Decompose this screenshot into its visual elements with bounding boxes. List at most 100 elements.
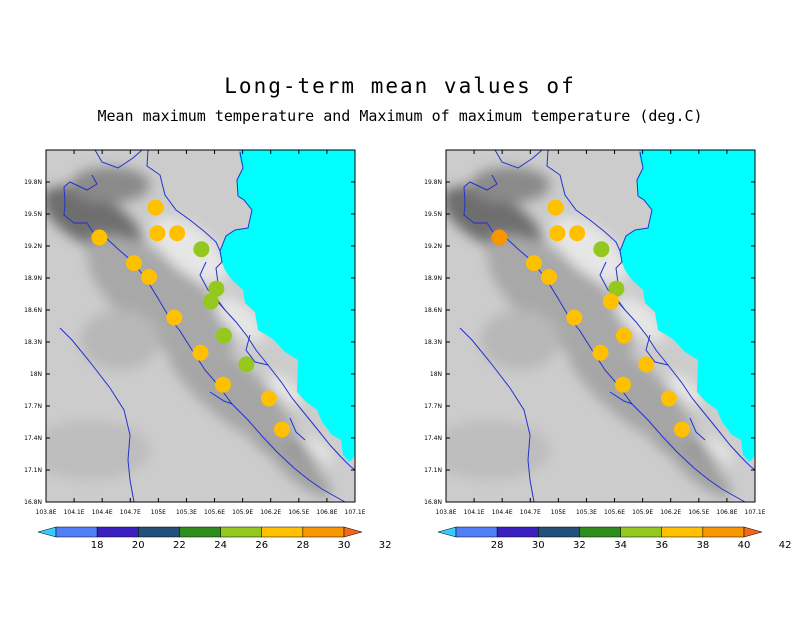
colorbar-label: 34 bbox=[614, 540, 627, 551]
terrain-relief-patch bbox=[668, 442, 732, 498]
lat-tick-label: 18.6N bbox=[424, 307, 442, 314]
colorbar-bin bbox=[579, 526, 621, 538]
figure-title-line1: Long-term mean values of bbox=[224, 74, 576, 98]
colorbar-bin bbox=[302, 526, 345, 538]
station-marker bbox=[202, 293, 219, 310]
coastal-lowland-patch bbox=[705, 437, 735, 463]
lat-tick-label: 17.1N bbox=[424, 467, 442, 474]
province-boundary bbox=[199, 261, 226, 311]
station-marker bbox=[260, 390, 277, 407]
lat-tick-label: 18.3N bbox=[24, 339, 42, 346]
colorbar: 18 20 22 24 26 28 30 32 bbox=[37, 526, 392, 551]
lon-tick-label: 105.6E bbox=[604, 509, 625, 516]
station-marker bbox=[566, 309, 583, 326]
colorbar-label: 38 bbox=[696, 540, 709, 551]
station-marker bbox=[149, 225, 166, 242]
lat-tick-label: 18N bbox=[30, 371, 42, 378]
figure-title-line2: Mean maximum temperature and Maximum of … bbox=[97, 107, 703, 125]
lat-tick-label: 18.9N bbox=[24, 275, 42, 282]
station-marker bbox=[169, 225, 186, 242]
province-boundary bbox=[645, 334, 669, 366]
lat-tick-label: 17.1N bbox=[24, 467, 42, 474]
station-marker bbox=[238, 356, 255, 373]
colorbar-bin bbox=[220, 526, 262, 538]
coastal-lowland-patch bbox=[615, 297, 665, 343]
station-marker bbox=[541, 268, 557, 285]
lon-tick-label: 105.3E bbox=[176, 509, 197, 516]
lat-tick-label: 17.4N bbox=[24, 435, 42, 442]
colorbar-bin bbox=[455, 526, 498, 538]
province-boundary bbox=[689, 417, 706, 441]
lat-tick-label: 18N bbox=[430, 371, 442, 378]
province-boundary bbox=[94, 150, 143, 169]
colorbar-bin bbox=[96, 526, 139, 538]
colorbar-bin bbox=[496, 526, 539, 538]
terrain-relief-patch bbox=[86, 235, 234, 365]
lat-tick-label: 19.8N bbox=[424, 179, 442, 186]
station-marker bbox=[569, 225, 586, 242]
lon-tick-label: 103.8E bbox=[36, 509, 57, 516]
province-boundary bbox=[609, 391, 633, 405]
station-marker bbox=[615, 376, 631, 393]
plot-frame bbox=[445, 149, 756, 503]
lon-tick-label: 106.8E bbox=[316, 509, 337, 516]
station-marker bbox=[274, 421, 290, 438]
lon-tick-label: 104.4E bbox=[92, 509, 113, 516]
lon-tick-label: 104.7E bbox=[520, 509, 541, 516]
terrain-relief-patch bbox=[268, 442, 332, 498]
station-marker bbox=[602, 293, 619, 310]
station-marker bbox=[549, 225, 566, 242]
map-panel-max-of-max: 16.8N 17.1N 17.4N 17.7N 18N 18.3N 18.6N 18.9N 19… bbox=[424, 149, 792, 551]
sea-area bbox=[620, 150, 755, 462]
station-marker bbox=[147, 199, 164, 216]
colorbar-label: 24 bbox=[214, 540, 227, 551]
plot-frame bbox=[45, 149, 356, 503]
station-marker bbox=[547, 199, 564, 216]
station-marker bbox=[193, 241, 210, 258]
province-boundary bbox=[146, 150, 221, 252]
lat-tick-label: 19.2N bbox=[424, 243, 442, 250]
province-boundary bbox=[599, 261, 626, 311]
colorbar-label: 32 bbox=[379, 540, 392, 551]
lon-tick-label: 105.9E bbox=[232, 509, 253, 516]
terrain-relief bbox=[446, 167, 735, 498]
lat-tick-label: 17.4N bbox=[424, 435, 442, 442]
colorbar-low-arrow bbox=[437, 526, 457, 538]
lon-tick-label: 104.7E bbox=[120, 509, 141, 516]
station-marker bbox=[593, 241, 610, 258]
lat-tick-label: 16.8N bbox=[24, 499, 42, 506]
station-marker bbox=[615, 327, 632, 344]
colorbar-low-arrow bbox=[37, 526, 57, 538]
colorbar-bin bbox=[702, 526, 745, 538]
province-boundary bbox=[289, 417, 306, 441]
station-marker bbox=[166, 309, 183, 326]
colorbar-label: 42 bbox=[779, 540, 792, 551]
station-marker bbox=[526, 255, 542, 272]
colorbar-bin bbox=[261, 526, 304, 538]
lat-tick-label: 19.5N bbox=[24, 211, 42, 218]
lon-tick-label: 106.5E bbox=[688, 509, 709, 516]
lon-tick-label: 107.1E bbox=[745, 509, 766, 516]
lat-tick-label: 19.2N bbox=[24, 243, 42, 250]
coastal-lowland-patch bbox=[666, 373, 704, 407]
colorbar-label: 32 bbox=[573, 540, 586, 551]
lon-tick-label: 103.8E bbox=[436, 509, 457, 516]
province-boundary bbox=[459, 327, 535, 502]
station-marker bbox=[126, 255, 142, 272]
lon-tick-label: 104.1E bbox=[64, 509, 85, 516]
terrain-relief-patch bbox=[80, 310, 160, 370]
colorbar-bin bbox=[179, 526, 221, 538]
colorbar-high-arrow bbox=[343, 526, 363, 538]
lat-tick-label: 19.5N bbox=[424, 211, 442, 218]
lon-tick-label: 106.2E bbox=[260, 509, 281, 516]
lat-tick-label: 19.8N bbox=[24, 179, 42, 186]
lon-tick-label: 105E bbox=[151, 509, 166, 516]
colorbar-label: 30 bbox=[338, 540, 351, 551]
colorbar-label: 40 bbox=[738, 540, 751, 551]
province-boundary bbox=[245, 334, 269, 366]
colorbar-bin bbox=[55, 526, 98, 538]
lat-tick-label: 18.6N bbox=[24, 307, 42, 314]
national-border bbox=[63, 174, 346, 502]
colorbar-label: 26 bbox=[255, 540, 268, 551]
station-marker bbox=[608, 280, 625, 297]
